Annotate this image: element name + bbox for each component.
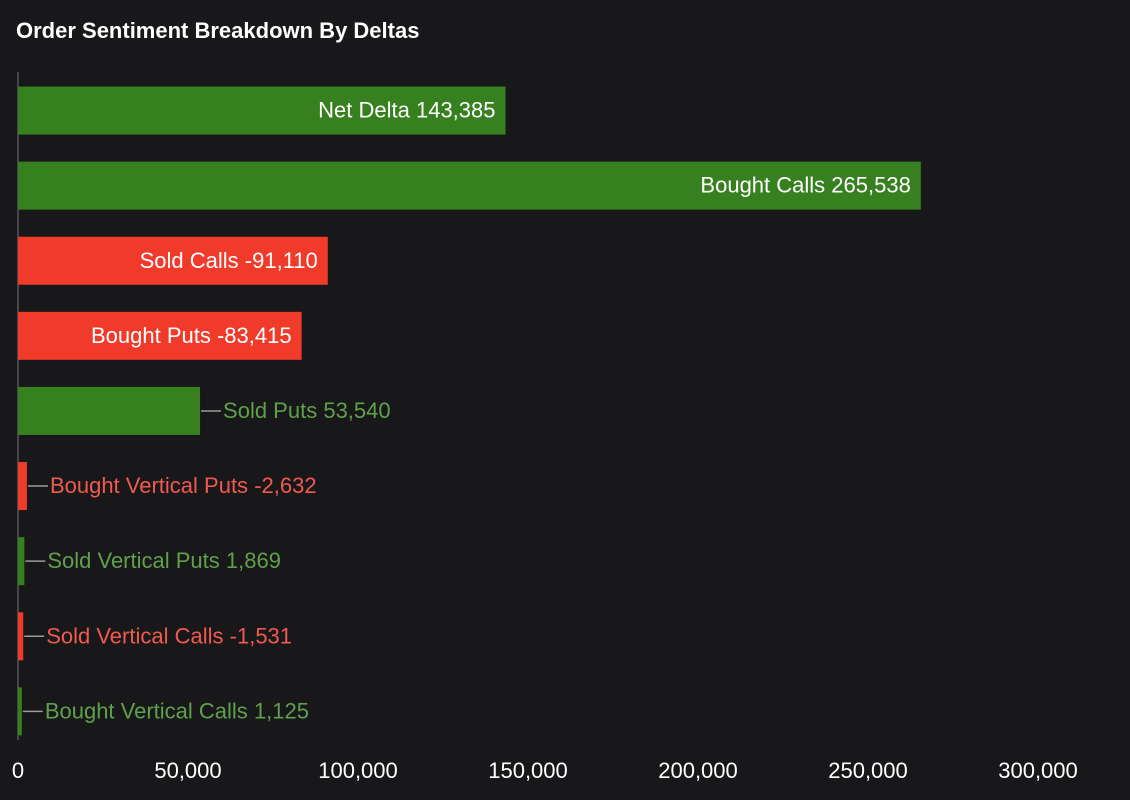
bar xyxy=(18,612,24,661)
bar-label-category: Bought Puts xyxy=(91,323,211,348)
bar-label: Bought Calls 265,538 xyxy=(700,172,910,197)
bar-label-value: 53,540 xyxy=(323,398,390,423)
bar-label: Net Delta 143,385 xyxy=(318,97,495,122)
bar-label-value: -2,632 xyxy=(254,473,316,498)
bar xyxy=(18,687,22,736)
bar xyxy=(18,462,27,511)
bar-label-category: Sold Puts xyxy=(223,398,317,423)
bar-label: Sold Calls -91,110 xyxy=(140,248,318,273)
bar-label: Bought Vertical Puts -2,632 xyxy=(50,473,317,498)
bar xyxy=(18,161,921,210)
bar-label-category: Sold Vertical Calls xyxy=(46,623,223,648)
x-tick-label: 50,000 xyxy=(154,758,221,783)
x-tick-label: 300,000 xyxy=(998,758,1078,783)
bar-label: Sold Vertical Puts 1,869 xyxy=(47,548,281,573)
bar-label: Bought Vertical Calls 1,125 xyxy=(45,698,309,723)
bar-label-category: Bought Vertical Puts xyxy=(50,473,248,498)
bar xyxy=(18,86,506,135)
bar-label-category: Bought Vertical Calls xyxy=(45,698,248,723)
bar-label-value: 143,385 xyxy=(416,97,496,122)
x-tick-label: 250,000 xyxy=(828,758,908,783)
bar-label-category: Sold Vertical Puts xyxy=(47,548,219,573)
bar-label-category: Sold Calls xyxy=(140,248,239,273)
x-tick-label: 150,000 xyxy=(488,758,568,783)
bar-label-category: Net Delta xyxy=(318,97,410,122)
bar-label: Sold Puts 53,540 xyxy=(223,398,391,423)
bar-label-value: 1,869 xyxy=(226,548,281,573)
bar xyxy=(18,386,201,435)
bar-label-value: 1,125 xyxy=(254,698,309,723)
bar-label: Bought Puts -83,415 xyxy=(91,323,292,348)
bar-label-category: Bought Calls xyxy=(700,172,825,197)
bar-label-value: -91,110 xyxy=(245,248,318,273)
x-tick-label: 100,000 xyxy=(318,758,398,783)
bar xyxy=(18,311,302,360)
bar-label-value: 265,538 xyxy=(831,172,911,197)
x-tick-label: 0 xyxy=(12,758,24,783)
x-tick-label: 200,000 xyxy=(658,758,738,783)
bar xyxy=(18,236,328,285)
chart-title: Order Sentiment Breakdown By Deltas xyxy=(16,18,419,43)
bar xyxy=(18,537,25,586)
bar-label-value: -1,531 xyxy=(230,623,292,648)
bar-label: Sold Vertical Calls -1,531 xyxy=(46,623,292,648)
bar-label-value: -83,415 xyxy=(217,323,292,348)
